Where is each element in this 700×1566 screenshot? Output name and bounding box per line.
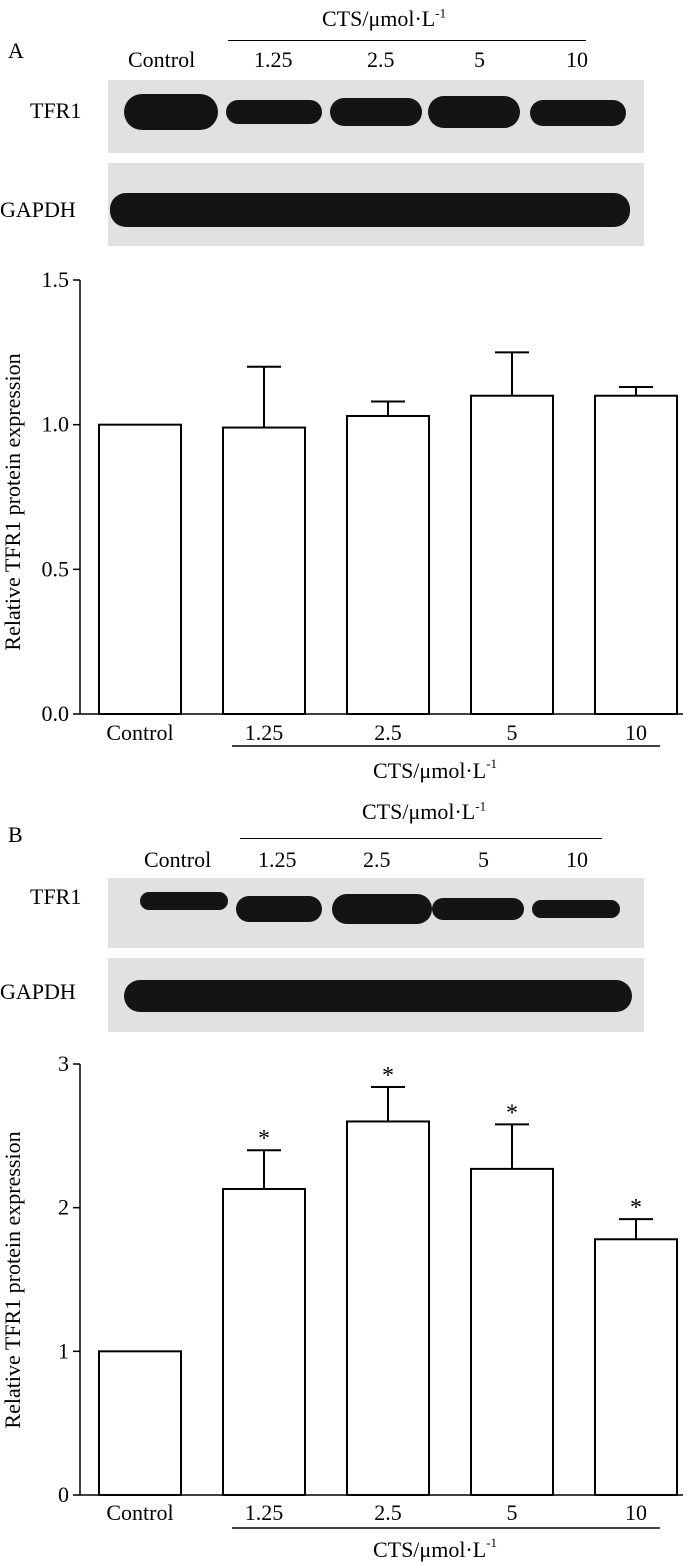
panel-b-lane-5: 5 <box>478 847 489 872</box>
panel-b-lane-2-5: 2.5 <box>363 847 391 872</box>
panel-b-tfr1-row-label: TFR1 <box>30 884 82 909</box>
band <box>110 193 630 227</box>
significance-star: * <box>630 1195 642 1221</box>
panel-b-treatment-label: CTS/μmol·L-1 <box>362 798 487 824</box>
panel-a-lane-control: Control <box>128 47 196 72</box>
band <box>432 898 524 920</box>
significance-star: * <box>258 1126 270 1152</box>
bar-2 <box>346 414 430 715</box>
y-tick-label: 1.0 <box>42 412 70 437</box>
y-tick-label: 1.5 <box>42 267 70 292</box>
panel-b-lane-10: 10 <box>566 847 588 872</box>
x-tick-label: 10 <box>625 720 647 745</box>
panel-a-lane-1-25: 1.25 <box>254 47 293 72</box>
bar-3 <box>470 394 554 715</box>
x-tick-label: 2.5 <box>374 1500 402 1525</box>
y-tick-label: 0 <box>58 1482 69 1507</box>
x-tick-label: 10 <box>625 1500 647 1525</box>
panel-b-treatment-bracket <box>240 838 602 839</box>
panel-a-treatment-exponent: -1 <box>435 5 447 21</box>
x-tick-label: 5 <box>507 720 518 745</box>
y-tick-label: 3 <box>58 1051 69 1076</box>
bar-2 <box>346 1120 430 1496</box>
y-tick-label: 1 <box>58 1338 69 1363</box>
panel-b-lane-1-25: 1.25 <box>258 847 297 872</box>
bar-1 <box>222 1187 306 1497</box>
x-tick-labels: Control 1.25 2.5 5 10 <box>106 720 647 745</box>
band <box>428 96 520 128</box>
panel-b-tfr1-blot <box>108 878 644 948</box>
panel-b-gapdh-blot <box>108 958 644 1032</box>
x-tick-label: 5 <box>507 1500 518 1525</box>
x-tick-label: Control <box>106 1500 173 1525</box>
panel-a-lane-5: 5 <box>474 47 485 72</box>
panel-b-lane-control: Control <box>144 847 212 872</box>
band <box>226 100 322 124</box>
bar-0 <box>98 1350 182 1497</box>
panel-a-tfr1-blot <box>108 80 644 153</box>
panel-a-lane-2-5: 2.5 <box>367 47 395 72</box>
panel-a-y-axis-title: Relative TFR1 protein expression <box>0 353 25 650</box>
panel-b-treatment-text: CTS/μmol·L <box>362 799 476 824</box>
panel-b-gapdh-row-label: GAPDH <box>0 979 76 1004</box>
x-tick-label: 2.5 <box>374 720 402 745</box>
panel-a-lane-10: 10 <box>566 47 588 72</box>
panel-b-x-axis-title-exponent: -1 <box>486 1535 497 1550</box>
panel-a-treatment-text: CTS/μmol·L <box>322 6 436 31</box>
panel-a-x-axis-title-text: CTS/μmol·L <box>373 758 486 783</box>
x-tick-label: 1.25 <box>245 1500 284 1525</box>
band <box>332 894 432 924</box>
y-tick-label: 2 <box>58 1195 69 1220</box>
bars: * * * * <box>98 1063 678 1497</box>
panel-a-x-axis-title: CTS/μmol·L-1 <box>373 756 497 783</box>
band <box>530 100 626 126</box>
bars <box>98 351 678 716</box>
panel-a-gapdh-row-label: GAPDH <box>0 197 76 222</box>
bar-4 <box>594 1238 678 1496</box>
panel-b-bar-chart: 0 1 2 3 * * * * Relative TFR1 protein expressi… <box>0 1051 683 1562</box>
bar-4 <box>594 394 678 715</box>
bar-1 <box>222 426 306 715</box>
y-ticks: 0 1 2 3 <box>58 1051 80 1507</box>
significance-star: * <box>382 1063 394 1089</box>
panel-a-gapdh-blot <box>108 163 644 246</box>
band <box>236 896 322 922</box>
bar-3 <box>470 1167 554 1496</box>
panel-b-y-axis-title: Relative TFR1 protein expression <box>0 1131 25 1428</box>
y-tick-label: 0.5 <box>42 556 70 581</box>
panel-a-tfr1-row-label: TFR1 <box>30 98 82 123</box>
y-ticks: 0.0 0.5 1.0 1.5 <box>42 267 80 726</box>
band <box>124 94 218 130</box>
panel-a-bar-chart: 0.0 0.5 1.0 1.5 Relative TFR1 protein expre… <box>0 267 683 783</box>
panel-b-letter: B <box>8 822 23 847</box>
bar-0 <box>98 423 182 716</box>
band <box>532 900 620 918</box>
panel-a-treatment-label: CTS/μmol·L-1 <box>322 5 447 31</box>
y-tick-label: 0.0 <box>42 701 70 726</box>
panel-b-treatment-exponent: -1 <box>475 798 487 814</box>
panel-a-treatment-bracket <box>228 40 586 41</box>
significance-star: * <box>506 1100 518 1126</box>
band <box>330 98 422 126</box>
band <box>124 980 632 1012</box>
panel-a-letter: A <box>8 38 24 63</box>
panel-a-x-axis-title-exponent: -1 <box>486 756 497 771</box>
panel-b-x-axis-title-text: CTS/μmol·L <box>373 1537 486 1562</box>
x-tick-labels: Control 1.25 2.5 5 10 <box>106 1500 647 1525</box>
panel-b-x-axis-title: CTS/μmol·L-1 <box>373 1535 497 1562</box>
x-tick-label: 1.25 <box>245 720 284 745</box>
band <box>140 892 228 910</box>
x-tick-label: Control <box>106 720 173 745</box>
